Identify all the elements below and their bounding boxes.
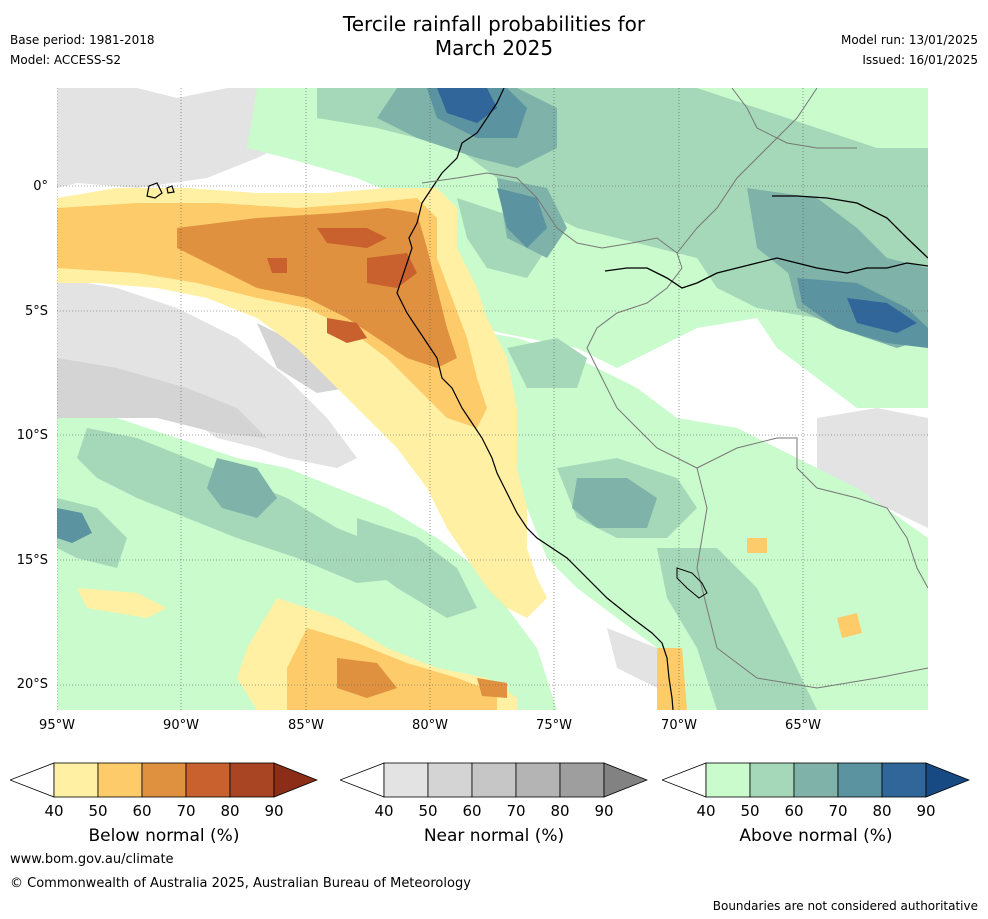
model-run: Model run: 13/01/2025 bbox=[840, 33, 978, 47]
lat-label-20s: 20°S bbox=[16, 677, 48, 692]
source-url: www.bom.gov.au/climate bbox=[10, 852, 174, 867]
near-normal-colorbar bbox=[340, 762, 648, 798]
near-tick-70: 70 bbox=[506, 802, 526, 820]
lon-label-85w: 85°W bbox=[288, 718, 324, 733]
lat-label-10s: 10°S bbox=[16, 428, 48, 443]
lon-label-70w: 70°W bbox=[661, 718, 697, 733]
lon-label-65w: 65°W bbox=[785, 718, 821, 733]
title-line-2: March 2025 bbox=[434, 36, 554, 60]
copyright: © Commonwealth of Australia 2025, Austra… bbox=[10, 876, 471, 891]
above-tick-90: 90 bbox=[916, 802, 936, 820]
above-tick-60: 60 bbox=[784, 802, 804, 820]
lat-label-0: 0° bbox=[33, 179, 48, 194]
below-tick-60: 60 bbox=[132, 802, 152, 820]
model-name: Model: ACCESS-S2 bbox=[10, 53, 122, 67]
lon-label-75w: 75°W bbox=[536, 718, 572, 733]
probability-map bbox=[57, 88, 928, 710]
issued-date: Issued: 16/01/2025 bbox=[862, 53, 978, 67]
below-tick-80: 80 bbox=[220, 802, 240, 820]
lat-label-15s: 15°S bbox=[16, 553, 48, 568]
near-tick-50: 50 bbox=[418, 802, 438, 820]
above-tick-40: 40 bbox=[696, 802, 716, 820]
below-tick-40: 40 bbox=[44, 802, 64, 820]
near-tick-80: 80 bbox=[550, 802, 570, 820]
near-normal-label: Near normal (%) bbox=[423, 826, 565, 846]
near-tick-90: 90 bbox=[594, 802, 614, 820]
base-period: Base period: 1981-2018 bbox=[10, 33, 155, 47]
grid-lines bbox=[57, 88, 928, 710]
meta-right: Model run: 13/01/2025 Issued: 16/01/2025 bbox=[841, 30, 978, 70]
below-normal-colorbar bbox=[10, 762, 318, 798]
near-tick-60: 60 bbox=[462, 802, 482, 820]
above-tick-70: 70 bbox=[828, 802, 848, 820]
title-line-1: Tercile rainfall probabilities for bbox=[342, 12, 646, 36]
boundary-disclaimer: Boundaries are not considered authoritat… bbox=[712, 899, 978, 913]
below-normal-regions bbox=[57, 188, 862, 710]
below-tick-50: 50 bbox=[88, 802, 108, 820]
lon-label-80w: 80°W bbox=[412, 718, 448, 733]
near-tick-40: 40 bbox=[374, 802, 394, 820]
above-tick-50: 50 bbox=[740, 802, 760, 820]
below-tick-70: 70 bbox=[176, 802, 196, 820]
below-normal-label: Below normal (%) bbox=[88, 826, 240, 846]
above-normal-regions bbox=[57, 88, 928, 710]
coastline bbox=[146, 88, 674, 710]
above-normal-colorbar bbox=[662, 762, 970, 798]
lon-label-95w: 95°W bbox=[39, 718, 75, 733]
lake-titicaca bbox=[676, 567, 708, 599]
above-normal-label: Above normal (%) bbox=[739, 826, 893, 846]
country-borders bbox=[421, 88, 928, 689]
map-title: Tercile rainfall probabilities for March… bbox=[0, 12, 988, 60]
meta-left: Base period: 1981-2018 Model: ACCESS-S2 bbox=[10, 30, 155, 70]
below-tick-90: 90 bbox=[264, 802, 284, 820]
river-lines bbox=[604, 195, 928, 289]
lat-label-5s: 5°S bbox=[24, 304, 48, 319]
above-tick-80: 80 bbox=[872, 802, 892, 820]
lon-label-90w: 90°W bbox=[163, 718, 199, 733]
